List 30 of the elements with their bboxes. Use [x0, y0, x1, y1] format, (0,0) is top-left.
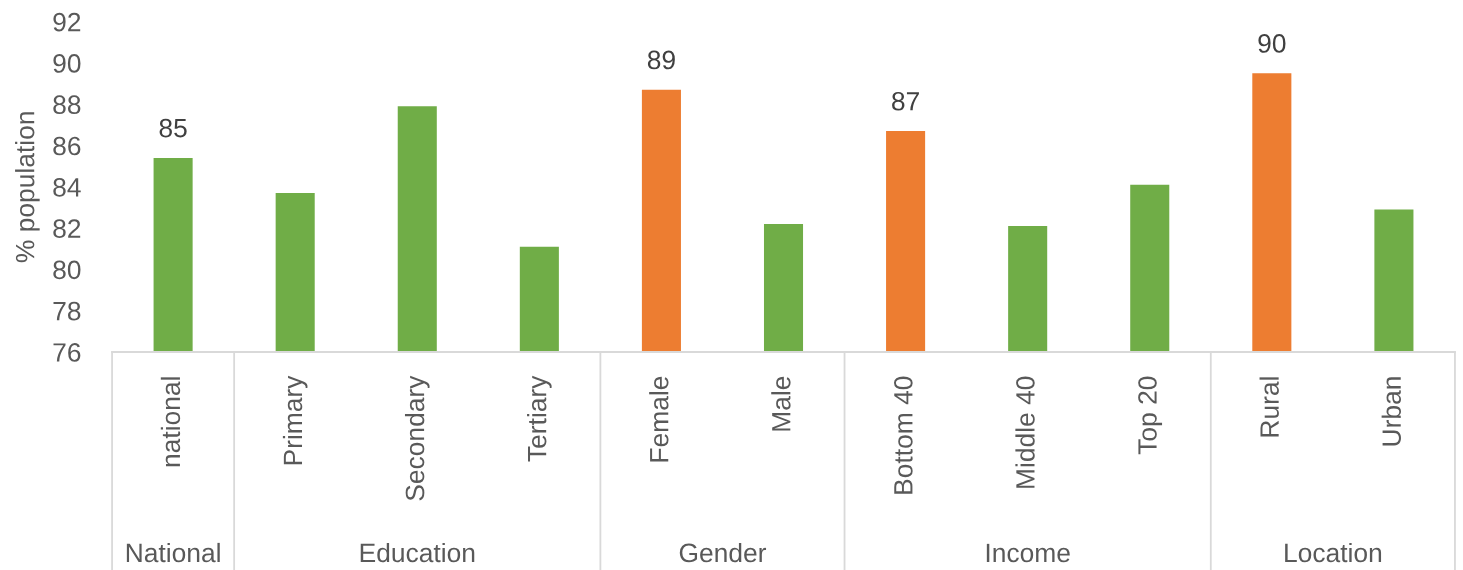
data-label: 87 — [892, 91, 919, 111]
y-tick-label: 80 — [53, 260, 81, 280]
text: Gender — [679, 542, 767, 563]
data-label: 90 — [1258, 34, 1286, 53]
text: Location — [1285, 542, 1382, 563]
x-tick-label: Secondary — [404, 375, 430, 501]
x-tick-label: Rural — [1259, 377, 1279, 437]
x-tick-label: Urban — [1381, 377, 1401, 446]
y-axis-title: % population — [15, 112, 40, 263]
x-tick-label: Primary — [282, 375, 308, 465]
y-tick-label: 78 — [53, 301, 81, 321]
data-label: 89 — [647, 50, 675, 70]
x-tick-label: Female — [649, 376, 669, 462]
y-tick-label: 84 — [53, 177, 81, 197]
y-tick-label: 92 — [53, 12, 81, 32]
y-tick-label: 88 — [53, 95, 81, 115]
x-tick-label: Top 20 — [1138, 376, 1163, 455]
x-tick-label: national — [160, 377, 181, 467]
x-tick-label: Male — [771, 376, 791, 431]
x-tick-label: Tertiary — [527, 375, 552, 462]
y-tick-label: 86 — [53, 136, 81, 156]
y-tick-label: 90 — [53, 54, 81, 73]
y-tick-label: 76 — [53, 343, 81, 362]
data-label: 85 — [159, 118, 187, 138]
text: National — [126, 542, 220, 563]
x-tick-label: Bottom 40 — [893, 376, 913, 494]
text: Education — [360, 542, 475, 563]
y-tick-label: 82 — [53, 219, 81, 238]
text: Income — [986, 543, 1070, 563]
x-tick-label: Middle 40 — [1015, 376, 1035, 488]
